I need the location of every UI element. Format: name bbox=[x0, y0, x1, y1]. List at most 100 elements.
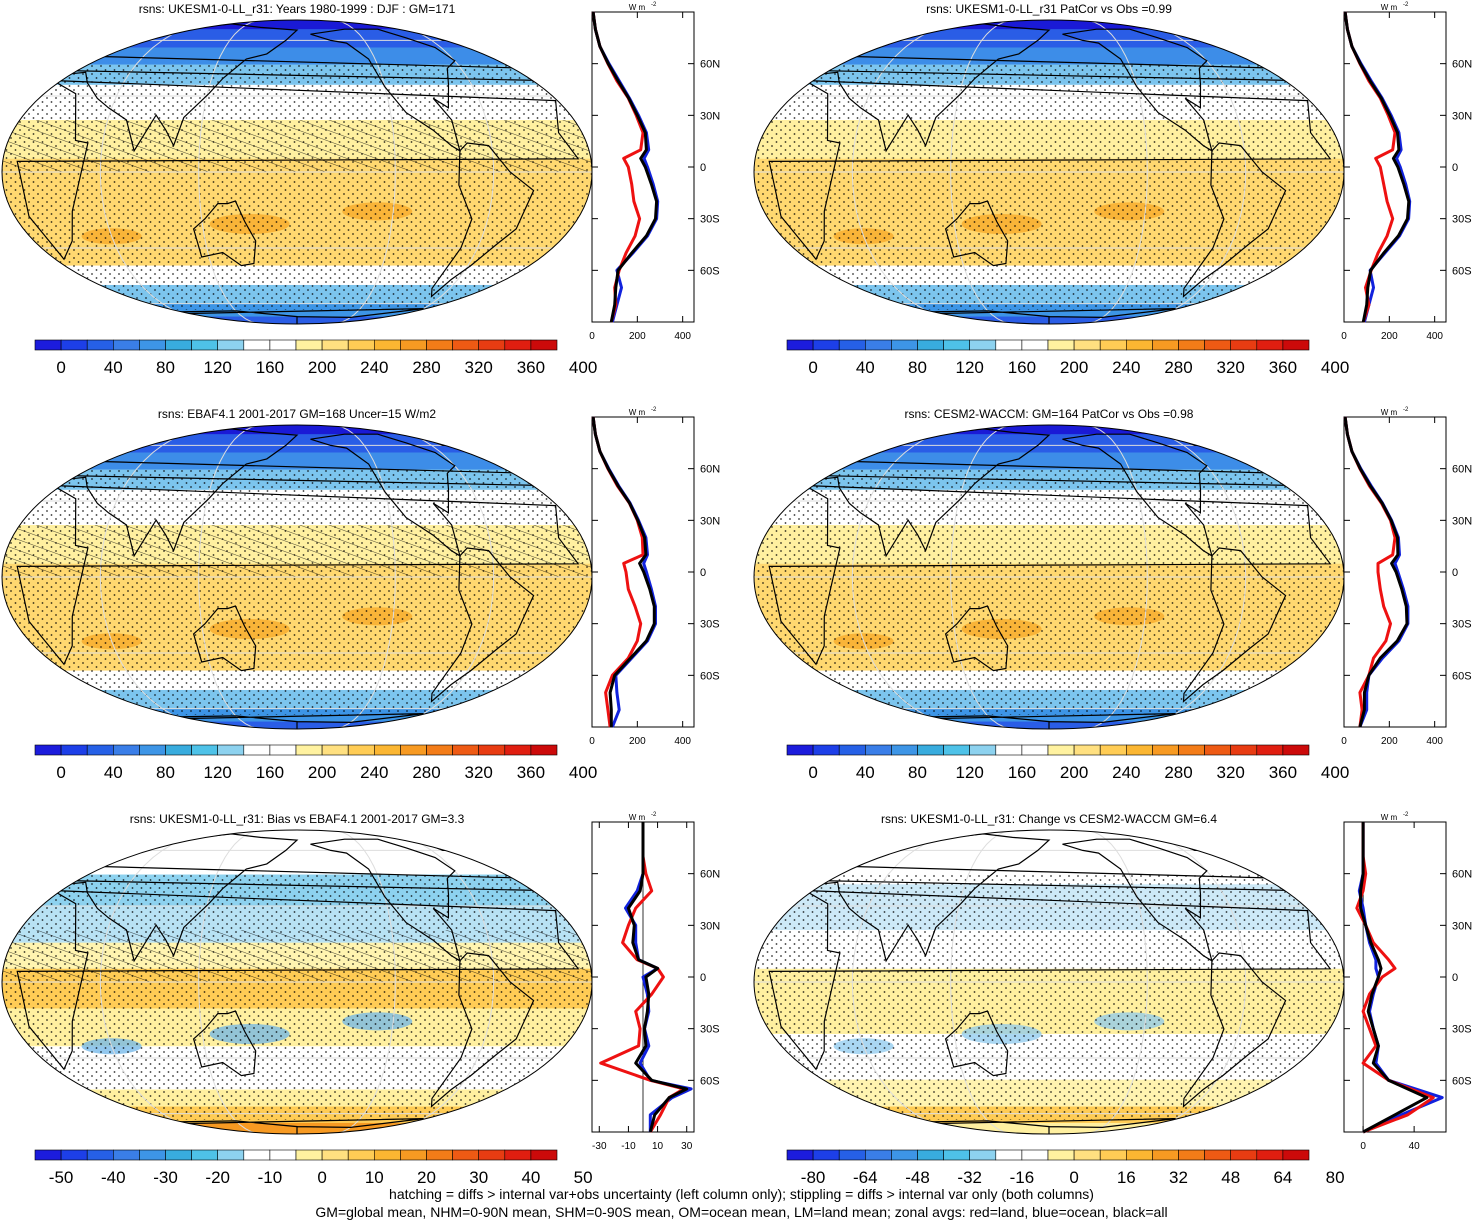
coastline-samerica bbox=[430, 142, 535, 298]
colorbar-tick-label: 80 bbox=[908, 763, 927, 782]
colorbar-tick-label: 240 bbox=[360, 763, 388, 782]
colorbar-box bbox=[865, 339, 892, 351]
coastline-samerica bbox=[430, 952, 535, 1108]
map-figure: 0 40 80 120 160 200 240 280 320 360 400 60N 30N 0 30S 6… bbox=[753, 2, 1472, 377]
colorbar-tick-label: 360 bbox=[1269, 358, 1297, 377]
colorbar-box bbox=[60, 1149, 88, 1161]
colorbar-box bbox=[1256, 339, 1284, 351]
lat-tick-label: 30S bbox=[1452, 1024, 1472, 1036]
profile-unit-exponent: -2 bbox=[651, 2, 657, 8]
zonal-profile-frame bbox=[1343, 821, 1447, 1133]
colorbar-box bbox=[60, 744, 88, 756]
colorbar-tick-label: 280 bbox=[412, 358, 440, 377]
colorbar-tick-label: 16 bbox=[1117, 1168, 1136, 1187]
graticule-lon bbox=[851, 20, 983, 324]
colorbar-box bbox=[812, 1149, 840, 1161]
colorbar-tick-label: 320 bbox=[1217, 358, 1245, 377]
map-figure: -80 -64 -48 -32 -16 0 16 32 48 64 80 60N 30N 0 30S 60S 0… bbox=[753, 812, 1472, 1187]
profile-unit: W m bbox=[1381, 3, 1398, 12]
graticule-lon bbox=[198, 425, 264, 729]
panel-title: rsns: UKESM1-0-LL_r31: Years 1980-1999 :… bbox=[138, 2, 456, 16]
coastline-samerica bbox=[1182, 142, 1287, 298]
graticule-lon bbox=[1082, 425, 1148, 729]
lat-tick-label: 30S bbox=[700, 619, 720, 631]
colorbar-box bbox=[943, 744, 971, 756]
colorbar-box bbox=[191, 339, 219, 351]
colorbar-box bbox=[865, 744, 892, 756]
lat-tick-label: 60N bbox=[700, 464, 720, 476]
profile-x-tick-label: 0 bbox=[1341, 736, 1347, 747]
colorbar-tick-label: 400 bbox=[569, 763, 597, 782]
colorbar-tick-label: 200 bbox=[1060, 358, 1088, 377]
colorbar-box bbox=[269, 1149, 297, 1161]
colorbar-box bbox=[1047, 744, 1075, 756]
colorbar-box bbox=[452, 1149, 480, 1161]
profile-x-tick-label: 400 bbox=[1426, 736, 1443, 747]
graticule-lon bbox=[1082, 20, 1148, 324]
profile-x-tick-label: 200 bbox=[1381, 736, 1398, 747]
profile-unit-exponent: -2 bbox=[1403, 812, 1409, 818]
colorbar-box bbox=[243, 339, 271, 351]
colorbar-box bbox=[891, 1149, 918, 1161]
colorbar-box bbox=[1099, 339, 1127, 351]
graticule-lon bbox=[1082, 830, 1148, 1134]
colorbar-box bbox=[1282, 339, 1310, 351]
colorbar-tick-label: 280 bbox=[1164, 358, 1192, 377]
colorbar-tick-label: 40 bbox=[104, 763, 123, 782]
colorbar-tick-label: 40 bbox=[856, 763, 875, 782]
colorbar-box bbox=[1178, 1149, 1205, 1161]
colorbar-tick-label: -50 bbox=[49, 1168, 74, 1187]
colorbar-box bbox=[1282, 1149, 1310, 1161]
profile-series-all bbox=[1359, 822, 1429, 1134]
colorbar-box bbox=[139, 744, 166, 756]
colorbar-box bbox=[865, 1149, 892, 1161]
lat-tick-label: 60S bbox=[700, 265, 720, 277]
colorbar-box bbox=[478, 744, 506, 756]
profile-series-all bbox=[1343, 11, 1411, 323]
colorbar-box bbox=[995, 339, 1023, 351]
stippling bbox=[2, 469, 592, 715]
profile-x-tick-label: 40 bbox=[1409, 1141, 1421, 1152]
map-figure: 0 40 80 120 160 200 240 280 320 360 400 60N 30N 0 30S 6… bbox=[1, 407, 720, 782]
profile-unit: W m bbox=[629, 3, 646, 12]
colorbar-tick-label: 320 bbox=[1217, 763, 1245, 782]
profile-unit-exponent: -2 bbox=[651, 812, 657, 818]
profile-x-tick-label: 0 bbox=[589, 331, 595, 342]
lat-tick-label: 30N bbox=[700, 515, 720, 527]
colorbar-box bbox=[217, 1149, 245, 1161]
colorbar-box bbox=[452, 744, 480, 756]
lat-tick-label: 0 bbox=[1452, 972, 1458, 984]
profile-x-tick-label: 0 bbox=[589, 736, 595, 747]
map-band bbox=[2, 434, 592, 454]
colorbar-box bbox=[1152, 1149, 1179, 1161]
colorbar-tick-label: 280 bbox=[1164, 763, 1192, 782]
colorbar-box bbox=[321, 1149, 349, 1161]
coastline-samerica bbox=[430, 547, 535, 703]
colorbar-box bbox=[400, 744, 427, 756]
map-panel-3: rsns: EBAF4.1 2001-2017 GM=168 Uncer=15 … bbox=[0, 405, 740, 790]
stippling bbox=[754, 64, 1344, 310]
colorbar-tick-label: 80 bbox=[156, 763, 175, 782]
colorbar-box bbox=[34, 744, 62, 756]
colorbar-box bbox=[139, 1149, 166, 1161]
colorbar-box bbox=[217, 339, 245, 351]
map-band bbox=[2, 20, 592, 31]
lat-tick-label: 0 bbox=[1452, 567, 1458, 579]
colorbar-box bbox=[969, 1149, 997, 1161]
profile-x-tick-label: 30 bbox=[681, 1141, 693, 1152]
map-band bbox=[2, 857, 592, 876]
coastline-namerica bbox=[310, 433, 461, 558]
colorbar-tick-label: 0 bbox=[317, 1168, 326, 1187]
colorbar-box bbox=[995, 1149, 1023, 1161]
colorbar-box bbox=[1178, 339, 1205, 351]
colorbar-box bbox=[373, 1149, 401, 1161]
profile-unit-exponent: -2 bbox=[651, 407, 657, 413]
colorbar-box bbox=[243, 1149, 271, 1161]
colorbar-box bbox=[1152, 339, 1179, 351]
colorbar-tick-label: 40 bbox=[856, 358, 875, 377]
colorbar-tick-label: -20 bbox=[205, 1168, 230, 1187]
colorbar-box bbox=[1178, 744, 1205, 756]
colorbar-box bbox=[295, 339, 323, 351]
colorbar-tick-label: 0 bbox=[56, 358, 65, 377]
lat-tick-label: 60N bbox=[1452, 464, 1472, 476]
